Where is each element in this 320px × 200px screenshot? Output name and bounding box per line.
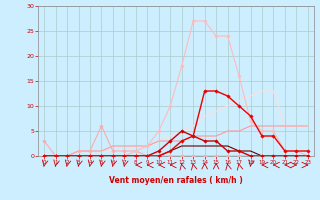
X-axis label: Vent moyen/en rafales ( km/h ): Vent moyen/en rafales ( km/h ): [109, 176, 243, 185]
